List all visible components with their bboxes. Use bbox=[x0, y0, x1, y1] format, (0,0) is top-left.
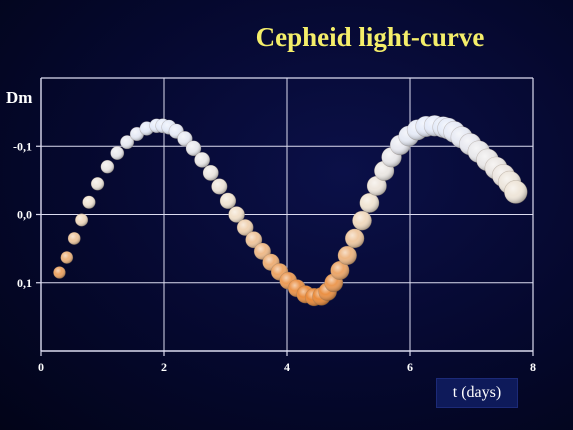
y-tick-label: -0,1 bbox=[13, 139, 32, 153]
data-point bbox=[228, 206, 245, 223]
grid-lines bbox=[36, 77, 534, 356]
data-point-shading bbox=[185, 140, 202, 156]
data-point-shading bbox=[177, 131, 193, 147]
data-point bbox=[120, 135, 135, 150]
data-point bbox=[236, 219, 254, 236]
data-points bbox=[53, 115, 528, 307]
data-point-shading bbox=[367, 176, 387, 196]
data-point-shading bbox=[245, 231, 263, 248]
data-point-shading bbox=[120, 135, 134, 149]
x-tick-label: 6 bbox=[407, 360, 413, 374]
data-point-shading bbox=[75, 213, 88, 227]
data-point bbox=[330, 260, 350, 281]
data-point bbox=[211, 178, 228, 195]
y-axis-label: Dm bbox=[6, 88, 33, 107]
data-point bbox=[337, 245, 357, 266]
data-point-shading bbox=[68, 232, 81, 245]
data-point-shading bbox=[337, 246, 357, 265]
data-point-shading bbox=[220, 192, 236, 209]
data-point bbox=[185, 140, 202, 157]
data-point bbox=[67, 231, 81, 245]
data-point bbox=[202, 164, 219, 181]
data-point bbox=[219, 192, 237, 210]
x-axis-label: t (days) bbox=[452, 384, 502, 401]
data-point-shading bbox=[203, 165, 219, 181]
data-point bbox=[60, 251, 74, 264]
data-point-shading bbox=[53, 266, 66, 279]
data-point-shading bbox=[100, 160, 114, 174]
data-point bbox=[177, 130, 193, 147]
data-point bbox=[245, 231, 263, 249]
data-point-shading bbox=[352, 211, 372, 231]
data-point bbox=[82, 195, 96, 209]
data-point bbox=[352, 210, 372, 231]
data-point bbox=[366, 175, 387, 196]
data-point-shading bbox=[504, 180, 528, 204]
x-tick-label: 8 bbox=[530, 360, 536, 374]
data-point-shading bbox=[110, 146, 124, 160]
chart-title: Cepheid light-curve bbox=[255, 22, 485, 52]
data-point bbox=[100, 159, 115, 174]
x-axis-label-box: t (days) bbox=[436, 378, 518, 408]
tick-labels: 0 2 4 6 8 -0,1 0,0 0,1 bbox=[13, 139, 536, 374]
x-tick-label: 0 bbox=[38, 360, 44, 374]
data-point-shading bbox=[237, 219, 254, 236]
data-point-shading bbox=[82, 195, 96, 209]
data-point bbox=[75, 213, 89, 227]
data-point bbox=[90, 177, 105, 191]
data-point bbox=[359, 192, 380, 213]
data-point bbox=[503, 180, 528, 204]
data-point bbox=[344, 228, 365, 249]
data-point-shading bbox=[60, 251, 73, 264]
data-point bbox=[53, 266, 66, 279]
data-point-shading bbox=[359, 193, 380, 213]
x-tick-label: 2 bbox=[161, 360, 167, 374]
data-point-shading bbox=[228, 206, 245, 223]
data-point-shading bbox=[91, 177, 105, 191]
data-point bbox=[194, 151, 211, 168]
data-point-shading bbox=[211, 178, 228, 195]
data-point-shading bbox=[330, 261, 350, 280]
data-point-shading bbox=[345, 228, 365, 248]
x-tick-label: 4 bbox=[284, 360, 290, 374]
y-tick-label: 0,0 bbox=[17, 208, 32, 222]
y-tick-label: 0,1 bbox=[17, 276, 32, 290]
data-point bbox=[110, 146, 125, 161]
data-point-shading bbox=[194, 152, 210, 168]
